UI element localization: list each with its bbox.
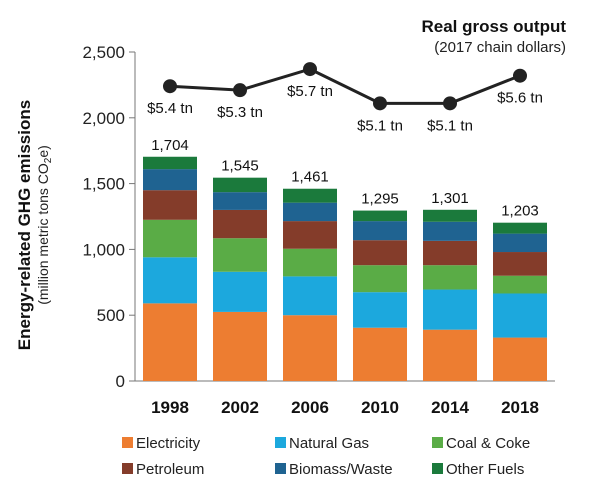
bar-total-label: 1,301 [431,190,469,207]
legend: Electricity Natural Gas Coal & Coke Petrole… [122,435,530,478]
bar-segment [493,233,547,253]
bar-segment [353,265,407,293]
bar-total-label: 1,704 [151,137,189,154]
y-tick-label: 2,000 [82,109,125,128]
gross-output-label: $5.1 tn [357,117,403,134]
gross-output-point [163,79,177,94]
x-tick-label: 2018 [501,398,539,417]
y-axis-unit: (million metric tons CO2e) [35,145,54,305]
gross-output-series-line [169,67,521,105]
gross-output-line: $5.4 tn $5.3 tn $5.7 tn $5.1 tn $5.1 tn $5.6 … [147,62,543,134]
legend-swatch [432,463,443,474]
bar-segment [283,221,337,249]
legend-swatch [275,463,286,474]
gross-output-point [233,83,247,98]
y-tick-label: 2,500 [82,43,125,62]
bar-segment [143,190,197,220]
bar-segment [423,221,477,241]
bar-segment [213,209,267,239]
bar-segment [213,311,267,381]
bar-segment [143,219,197,258]
bar-segment [283,315,337,381]
axes: 0 500 1,000 1,500 2,000 2,500 1998 2002 2006 2010… [82,43,555,417]
gross-output-point [303,62,317,77]
legend-swatch [275,437,286,448]
legend-label: Coal & Coke [446,435,530,452]
y-axis-title: Energy-related GHG emissions [15,100,34,350]
bar-segment [213,238,267,272]
gross-output-point [443,96,457,111]
gross-output-label: $5.7 tn [287,83,333,100]
bar-segment [143,303,197,381]
y-axis-unit-end: e) [35,145,51,157]
y-axis-unit-main: (million metric tons CO [35,163,51,305]
bar-segment [213,271,267,312]
bar-segment [283,276,337,316]
bar-segment [353,221,407,241]
y-axis-label: Energy-related GHG emissions [15,100,34,350]
x-tick-label: 2002 [221,398,259,417]
y-axis-subtitle: (million metric tons CO2e) [35,145,54,305]
x-tick-label: 1998 [151,398,189,417]
gross-output-label: $5.4 tn [147,100,193,117]
bar-segment [353,327,407,381]
legend-swatch [432,437,443,448]
bar-total-label: 1,295 [361,191,399,208]
bar-segment [493,337,547,381]
bar-segment [143,156,197,170]
bar-segment [423,265,477,290]
legend-label: Biomass/Waste [289,461,393,478]
y-tick-label: 500 [97,306,125,325]
bar-segment [493,275,547,294]
gross-output-label: $5.3 tn [217,104,263,121]
bar-segment [423,209,477,222]
bar-segment [283,188,337,203]
legend-label: Petroleum [136,461,204,478]
legend-swatch [122,463,133,474]
legend-swatch [122,437,133,448]
bar-segment [283,202,337,222]
bar-totals: 1,704 1,545 1,461 1,295 1,301 1,203 [151,137,539,220]
bar-segment [353,210,407,222]
bar-segment [213,192,267,210]
x-tick-label: 2006 [291,398,329,417]
y-tick-label: 1,000 [82,240,125,259]
bar-segment [143,257,197,304]
x-tick-label: 2010 [361,398,399,417]
bar-segment [423,240,477,266]
bar-total-label: 1,203 [501,203,539,220]
y-axis-unit-subscript: 2 [43,157,54,163]
bar-segment [353,240,407,266]
bar-segment [423,289,477,330]
chart-title: Real gross output [421,17,566,36]
bar-total-label: 1,545 [221,158,259,175]
y-tick-label: 0 [116,372,125,391]
legend-label: Natural Gas [289,435,369,452]
gross-output-label: $5.6 tn [497,90,543,107]
y-tick-label: 1,500 [82,175,125,194]
x-tick-label: 2014 [431,398,469,417]
legend-label: Electricity [136,435,201,452]
bar-segment [213,177,267,193]
bar-segment [353,292,407,328]
gross-output-point [513,68,527,83]
gross-output-point [373,96,387,111]
bar-segment [143,169,197,191]
bar-segment [423,329,477,381]
legend-label: Other Fuels [446,461,524,478]
bar-segment [493,222,547,234]
bar-segment [283,248,337,277]
chart-subtitle: (2017 chain dollars) [434,39,566,56]
bar-segment [493,293,547,338]
gross-output-label: $5.1 tn [427,117,473,134]
bar-segment [493,252,547,276]
bar-total-label: 1,461 [291,169,329,186]
bars [143,156,547,381]
